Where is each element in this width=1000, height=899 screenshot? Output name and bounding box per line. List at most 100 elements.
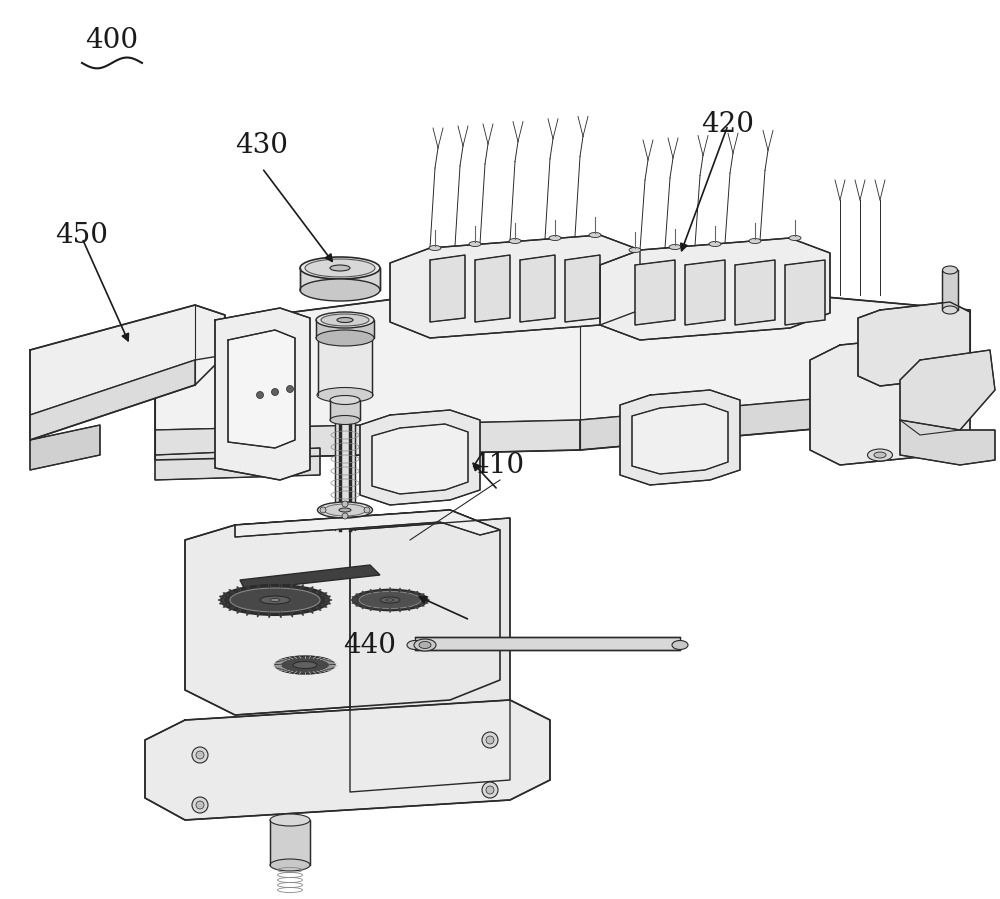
Ellipse shape	[330, 415, 360, 424]
Ellipse shape	[549, 236, 561, 241]
Ellipse shape	[419, 642, 431, 648]
Ellipse shape	[589, 233, 601, 237]
Polygon shape	[30, 360, 195, 440]
Ellipse shape	[309, 609, 313, 613]
Polygon shape	[240, 565, 380, 590]
Ellipse shape	[230, 588, 320, 612]
Ellipse shape	[300, 584, 304, 590]
Circle shape	[196, 801, 204, 809]
Text: 400: 400	[85, 27, 139, 54]
Circle shape	[320, 507, 326, 513]
Circle shape	[287, 386, 294, 393]
Circle shape	[256, 391, 264, 398]
Ellipse shape	[356, 593, 360, 597]
Polygon shape	[858, 302, 970, 386]
Ellipse shape	[424, 599, 430, 601]
Ellipse shape	[300, 610, 304, 616]
Circle shape	[482, 782, 498, 798]
Circle shape	[482, 732, 498, 748]
Circle shape	[486, 736, 494, 744]
Ellipse shape	[317, 387, 373, 403]
Ellipse shape	[407, 607, 410, 611]
Ellipse shape	[293, 662, 317, 669]
Ellipse shape	[509, 238, 521, 244]
Ellipse shape	[339, 508, 351, 512]
Ellipse shape	[305, 259, 375, 277]
Ellipse shape	[316, 312, 374, 328]
Circle shape	[342, 501, 348, 507]
Ellipse shape	[380, 597, 400, 603]
Polygon shape	[318, 338, 372, 395]
Ellipse shape	[370, 607, 373, 611]
Polygon shape	[430, 255, 465, 322]
Ellipse shape	[423, 601, 428, 604]
Ellipse shape	[352, 596, 357, 599]
Ellipse shape	[257, 583, 260, 589]
Ellipse shape	[317, 331, 373, 345]
Ellipse shape	[359, 592, 421, 609]
Ellipse shape	[290, 583, 293, 589]
Ellipse shape	[280, 582, 282, 588]
Ellipse shape	[237, 609, 241, 613]
Ellipse shape	[709, 242, 721, 246]
Polygon shape	[350, 518, 510, 792]
Ellipse shape	[423, 596, 428, 599]
Ellipse shape	[389, 588, 391, 592]
Ellipse shape	[326, 599, 332, 601]
Text: 420: 420	[702, 111, 755, 138]
Ellipse shape	[789, 236, 801, 241]
Ellipse shape	[337, 317, 353, 323]
Ellipse shape	[221, 585, 329, 615]
Polygon shape	[145, 700, 550, 820]
Ellipse shape	[398, 607, 401, 612]
Ellipse shape	[237, 586, 241, 592]
Ellipse shape	[268, 612, 270, 618]
Circle shape	[342, 513, 348, 519]
Ellipse shape	[270, 814, 310, 826]
Ellipse shape	[429, 245, 441, 251]
Ellipse shape	[321, 314, 369, 326]
Ellipse shape	[414, 591, 418, 595]
Polygon shape	[215, 308, 310, 480]
Ellipse shape	[270, 859, 310, 871]
Ellipse shape	[270, 599, 280, 601]
Polygon shape	[900, 350, 995, 435]
Polygon shape	[735, 260, 775, 325]
Ellipse shape	[420, 603, 424, 607]
Polygon shape	[785, 260, 825, 325]
Polygon shape	[235, 510, 500, 537]
Polygon shape	[600, 238, 830, 340]
Polygon shape	[635, 260, 675, 325]
Polygon shape	[520, 255, 555, 322]
Ellipse shape	[379, 588, 382, 592]
Ellipse shape	[942, 266, 958, 274]
Polygon shape	[228, 330, 295, 448]
Ellipse shape	[260, 596, 290, 604]
Ellipse shape	[246, 584, 250, 590]
Ellipse shape	[362, 591, 366, 595]
Polygon shape	[685, 260, 725, 325]
Polygon shape	[335, 420, 355, 530]
Ellipse shape	[672, 640, 688, 649]
Ellipse shape	[669, 245, 681, 250]
Ellipse shape	[325, 602, 331, 604]
Polygon shape	[155, 448, 320, 480]
Ellipse shape	[223, 592, 228, 595]
Text: 450: 450	[56, 222, 108, 249]
Ellipse shape	[749, 238, 761, 244]
Text: 430: 430	[236, 132, 288, 159]
Ellipse shape	[229, 607, 234, 610]
Ellipse shape	[322, 592, 327, 595]
Polygon shape	[316, 320, 374, 338]
Polygon shape	[632, 404, 728, 474]
Ellipse shape	[280, 612, 282, 618]
Polygon shape	[30, 425, 100, 470]
Ellipse shape	[218, 599, 224, 601]
Ellipse shape	[316, 330, 374, 346]
Polygon shape	[390, 235, 640, 338]
Ellipse shape	[874, 452, 886, 458]
Ellipse shape	[469, 242, 481, 246]
Polygon shape	[900, 420, 995, 465]
Polygon shape	[475, 255, 510, 322]
Polygon shape	[300, 268, 380, 290]
